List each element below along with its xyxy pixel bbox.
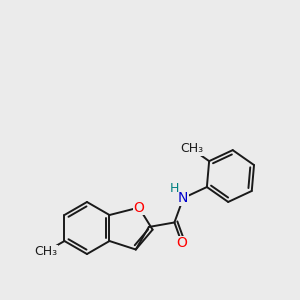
Text: O: O bbox=[134, 200, 144, 214]
Text: CH₃: CH₃ bbox=[34, 245, 58, 258]
Text: CH₃: CH₃ bbox=[180, 142, 203, 155]
Text: O: O bbox=[176, 236, 188, 250]
Text: N: N bbox=[178, 191, 188, 205]
Text: H: H bbox=[169, 182, 179, 195]
